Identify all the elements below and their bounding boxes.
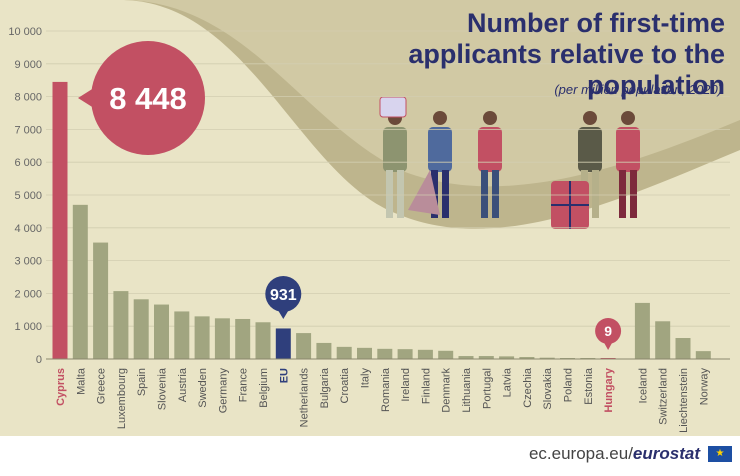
x-tick-label: Romania [380, 367, 392, 412]
callout-label: 931 [270, 287, 297, 304]
bar-eu [275, 328, 291, 359]
eu-flag-icon: ★ [708, 446, 732, 462]
y-tick-label: 8 000 [14, 92, 42, 104]
x-tick-label: Portugal [481, 368, 493, 409]
bar-sweden [194, 316, 210, 359]
y-tick-label: 7 000 [14, 124, 42, 136]
y-tick-label: 2 000 [14, 288, 42, 300]
x-tick-label: Austria [177, 367, 189, 402]
bar-ireland [397, 349, 413, 359]
x-tick-label: Slovenia [157, 367, 169, 410]
x-tick-label: Cyprus [55, 368, 67, 406]
x-tick-label: Croatia [339, 367, 351, 403]
x-tick-label: Luxembourg [116, 368, 128, 429]
x-tick-label: Slovakia [542, 367, 554, 409]
callout-hungary: 9 [595, 318, 622, 350]
x-tick-label: Liechtenstein [678, 368, 690, 433]
x-tick-label: Norway [698, 368, 710, 406]
x-tick-label: Denmark [441, 368, 453, 413]
bar-czechia [519, 357, 535, 359]
bar-greece [93, 242, 109, 359]
y-tick-label: 3 000 [14, 256, 42, 268]
bar-france [235, 318, 251, 359]
bar-finland [417, 349, 433, 359]
x-tick-label: Ireland [400, 368, 412, 402]
bar-norway [695, 351, 711, 359]
x-tick-label: Bulgaria [319, 367, 331, 408]
bar-latvia [499, 356, 515, 359]
x-tick-label: Belgium [258, 368, 270, 408]
y-tick-label: 4 000 [14, 223, 42, 235]
x-tick-label: Switzerland [658, 368, 670, 425]
bar-denmark [438, 350, 454, 359]
chart-title: Number of first-time applicants relative… [408, 8, 725, 100]
footer-source[interactable]: ec.europa.eu/eurostat [529, 444, 700, 464]
y-tick-label: 6 000 [14, 157, 42, 169]
y-tick-label: 5 000 [14, 190, 42, 202]
person-illustration [616, 111, 640, 218]
bar-iceland [634, 302, 650, 359]
bar-portugal [478, 356, 494, 359]
bar-italy [357, 347, 372, 359]
bar-romania [377, 348, 393, 359]
bar-slovenia [154, 304, 169, 359]
callout-eu: 931 [265, 276, 302, 319]
x-tick-label: Iceland [637, 368, 649, 403]
bar-slovakia [539, 357, 555, 359]
x-tick-label: Czechia [522, 367, 534, 408]
suitcase-strap [551, 181, 589, 229]
bar-spain [133, 299, 149, 359]
bar-luxembourg [113, 291, 129, 359]
callout-label: 9 [604, 323, 612, 339]
x-tick-label: Sweden [197, 368, 209, 408]
footer-site: ec.europa.eu/ [528, 444, 633, 463]
y-tick-label: 1 000 [14, 321, 42, 333]
blanket-illustration [408, 170, 440, 215]
bar-belgium [255, 322, 271, 359]
x-tick-label: Greece [96, 368, 108, 404]
bar-bulgaria [316, 342, 332, 359]
bar-switzerland [655, 321, 671, 359]
callout-cyprus: 8 448 [78, 41, 205, 155]
bar-germany [214, 318, 230, 359]
x-tick-label: Estonia [583, 367, 595, 405]
x-tick-label: France [238, 368, 250, 402]
bar-croatia [336, 346, 352, 359]
bar-liechtenstein [675, 338, 691, 359]
bar-netherlands [296, 333, 312, 359]
x-tick-label: Finland [420, 368, 432, 404]
bar-malta [72, 204, 88, 359]
bar-austria [174, 311, 190, 359]
footer-brand: eurostat [632, 444, 700, 463]
x-tick-label: EU [278, 368, 290, 383]
x-tick-label: Poland [563, 368, 575, 402]
person-illustration [478, 111, 502, 218]
x-tick-label: Netherlands [299, 368, 311, 428]
x-tick-label: Hungary [603, 367, 615, 413]
y-tick-label: 0 [36, 354, 42, 366]
x-tick-label: Lithuania [461, 367, 473, 413]
bar-cyprus [52, 81, 68, 359]
bar-lithuania [458, 356, 474, 359]
x-tick-label: Germany [217, 368, 229, 414]
callout-label: 8 448 [109, 81, 187, 116]
y-tick-label: 10 000 [8, 26, 42, 38]
x-tick-label: Italy [360, 368, 372, 389]
x-tick-label: Latvia [502, 367, 514, 397]
x-tick-label: Spain [136, 368, 148, 396]
footer: ec.europa.eu/eurostat ★ [0, 436, 740, 471]
y-tick-label: 9 000 [14, 59, 42, 71]
chart-subtitle: (per million population, 2020) [554, 82, 722, 97]
x-tick-label: Malta [75, 367, 87, 395]
